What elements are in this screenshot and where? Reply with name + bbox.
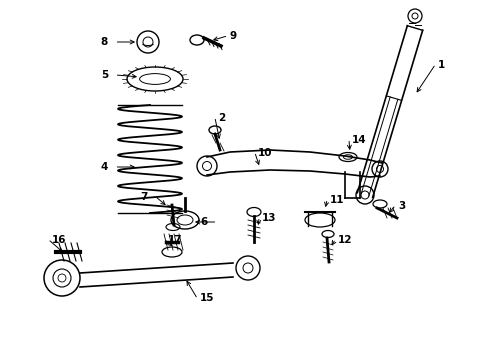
Text: 7: 7 [141,192,148,202]
Text: 10: 10 [258,148,272,158]
Text: 3: 3 [397,201,405,211]
Text: 13: 13 [262,213,276,223]
Text: 12: 12 [337,235,352,245]
Text: 1: 1 [437,60,445,70]
Text: 14: 14 [351,135,366,145]
Text: 5: 5 [101,70,108,80]
Text: 11: 11 [329,195,344,205]
Text: 15: 15 [200,293,214,303]
Text: 17: 17 [168,235,182,245]
Text: 9: 9 [229,31,237,41]
Text: 8: 8 [101,37,108,47]
Text: 4: 4 [101,162,108,172]
Text: 16: 16 [52,235,66,245]
Text: 2: 2 [218,113,225,123]
Text: 6: 6 [201,217,207,227]
